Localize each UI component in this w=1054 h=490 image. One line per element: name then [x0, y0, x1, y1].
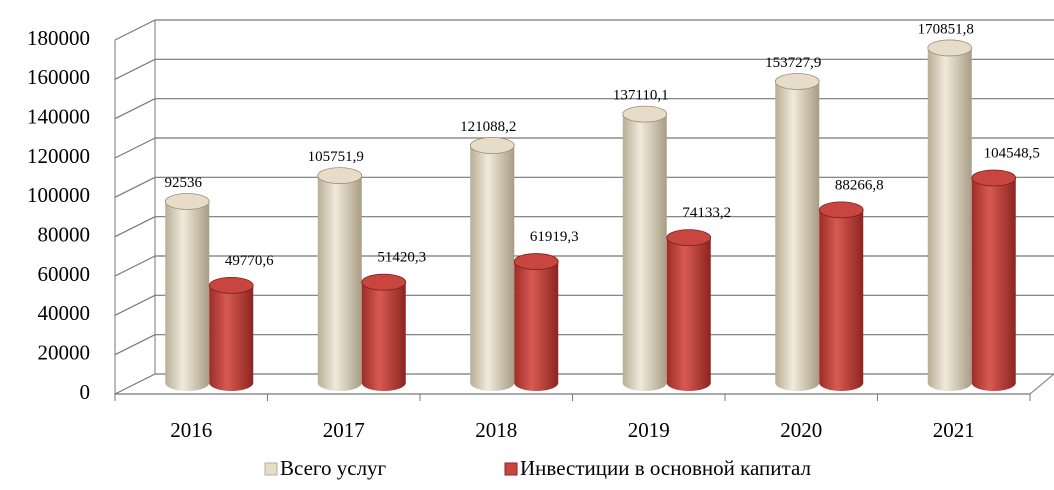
- grid-line: [114, 255, 156, 277]
- x-tick-label: 2020: [780, 418, 822, 442]
- y-tick-label: 0: [80, 380, 91, 404]
- bar: [775, 81, 820, 383]
- bar-top: [927, 39, 973, 57]
- bar: [819, 209, 864, 383]
- grid-line: [114, 98, 156, 120]
- value-label: 153727,9: [765, 55, 821, 71]
- bar-top: [622, 105, 668, 123]
- grid-line: [114, 176, 156, 198]
- x-tick-label: 2018: [475, 418, 517, 442]
- y-tick-label: 180000: [27, 26, 90, 50]
- legend-swatch: [504, 462, 518, 476]
- x-tick-label: 2021: [933, 418, 975, 442]
- legend-swatch: [264, 462, 278, 476]
- floor-edge: [1029, 373, 1054, 395]
- y-tick-label: 20000: [38, 340, 91, 364]
- legend-label: Инвестиции в основной капитал: [520, 456, 811, 480]
- bar-top: [208, 276, 254, 294]
- bar-top: [317, 167, 363, 185]
- y-tick-label: 60000: [38, 262, 91, 286]
- value-label: 61919,3: [530, 229, 579, 245]
- bar-top: [513, 253, 559, 270]
- x-tick-label: 2019: [628, 418, 670, 442]
- grid-line: [114, 58, 156, 80]
- x-tick-label: 2017: [323, 418, 365, 442]
- grid-line: [114, 334, 156, 356]
- bar: [165, 201, 210, 383]
- grid-line: [114, 137, 156, 159]
- value-label: 121088,2: [460, 119, 516, 135]
- value-label: 104548,5: [984, 145, 1040, 161]
- bar: [666, 237, 711, 383]
- bar: [317, 175, 362, 383]
- grid-line: [114, 294, 156, 316]
- value-label: 137110,1: [613, 88, 669, 104]
- value-label: 170851,8: [918, 21, 974, 37]
- grid-line: [114, 19, 156, 41]
- bar: [361, 282, 406, 383]
- bar-top: [818, 201, 864, 219]
- bar-top: [469, 137, 515, 154]
- y-tick-label: 160000: [27, 65, 90, 89]
- value-label: 51420,3: [377, 250, 426, 266]
- bar: [209, 285, 254, 383]
- y-tick-label: 100000: [27, 183, 90, 207]
- y-tick-label: 40000: [38, 301, 91, 325]
- legend-label: Всего услуг: [280, 456, 387, 480]
- grid-line: [114, 216, 156, 238]
- bar-top: [164, 193, 210, 210]
- value-label: 88266,8: [835, 177, 884, 193]
- bar: [927, 47, 972, 383]
- value-label: 92536: [165, 175, 203, 191]
- value-label: 105751,9: [308, 149, 364, 165]
- bar-top: [774, 73, 820, 90]
- bar: [971, 177, 1016, 383]
- grid-line: [114, 373, 156, 395]
- bar-top: [666, 229, 712, 247]
- bar-top: [361, 273, 407, 291]
- bar-top: [971, 169, 1017, 187]
- bar: [470, 145, 515, 383]
- x-tick-label: 2016: [170, 418, 212, 442]
- y-tick-label: 80000: [38, 222, 91, 246]
- bar: [622, 114, 667, 383]
- y-tick-label: 120000: [27, 144, 90, 168]
- value-label: 49770,6: [225, 253, 274, 269]
- bar: [514, 261, 559, 383]
- value-label: 74133,2: [682, 205, 731, 221]
- y-tick-label: 140000: [27, 104, 90, 128]
